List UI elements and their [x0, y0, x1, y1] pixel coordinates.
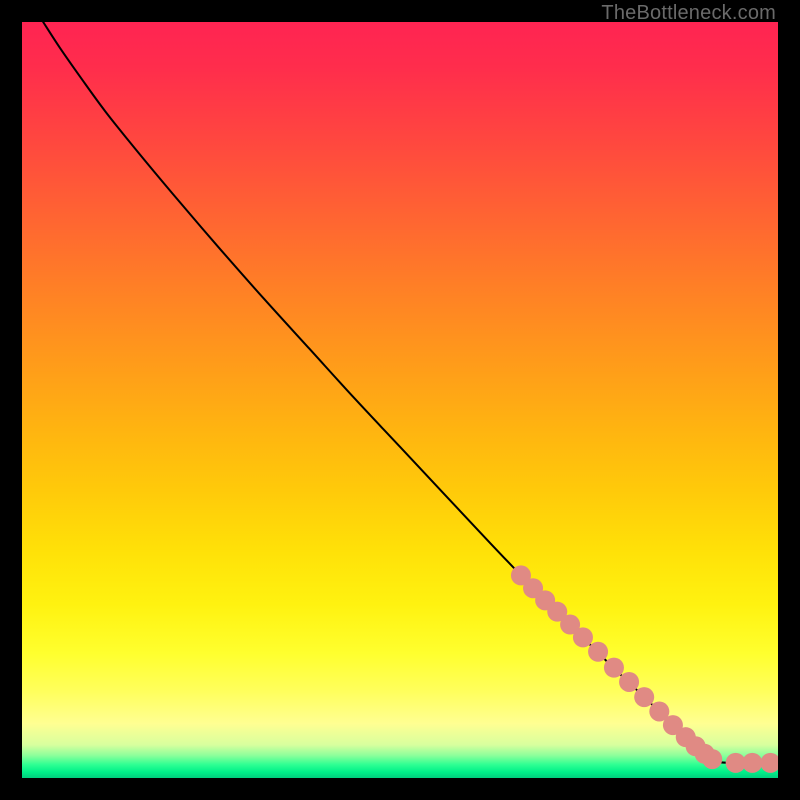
curve-marker [573, 627, 593, 647]
curve-marker [604, 658, 624, 678]
background-gradient [22, 22, 778, 778]
curve-marker [742, 753, 762, 773]
watermark-text: TheBottleneck.com [601, 2, 776, 25]
curve-marker [702, 749, 722, 769]
chart-frame [22, 22, 778, 778]
curve-marker [588, 642, 608, 662]
curve-marker [634, 687, 654, 707]
curve-marker [619, 672, 639, 692]
